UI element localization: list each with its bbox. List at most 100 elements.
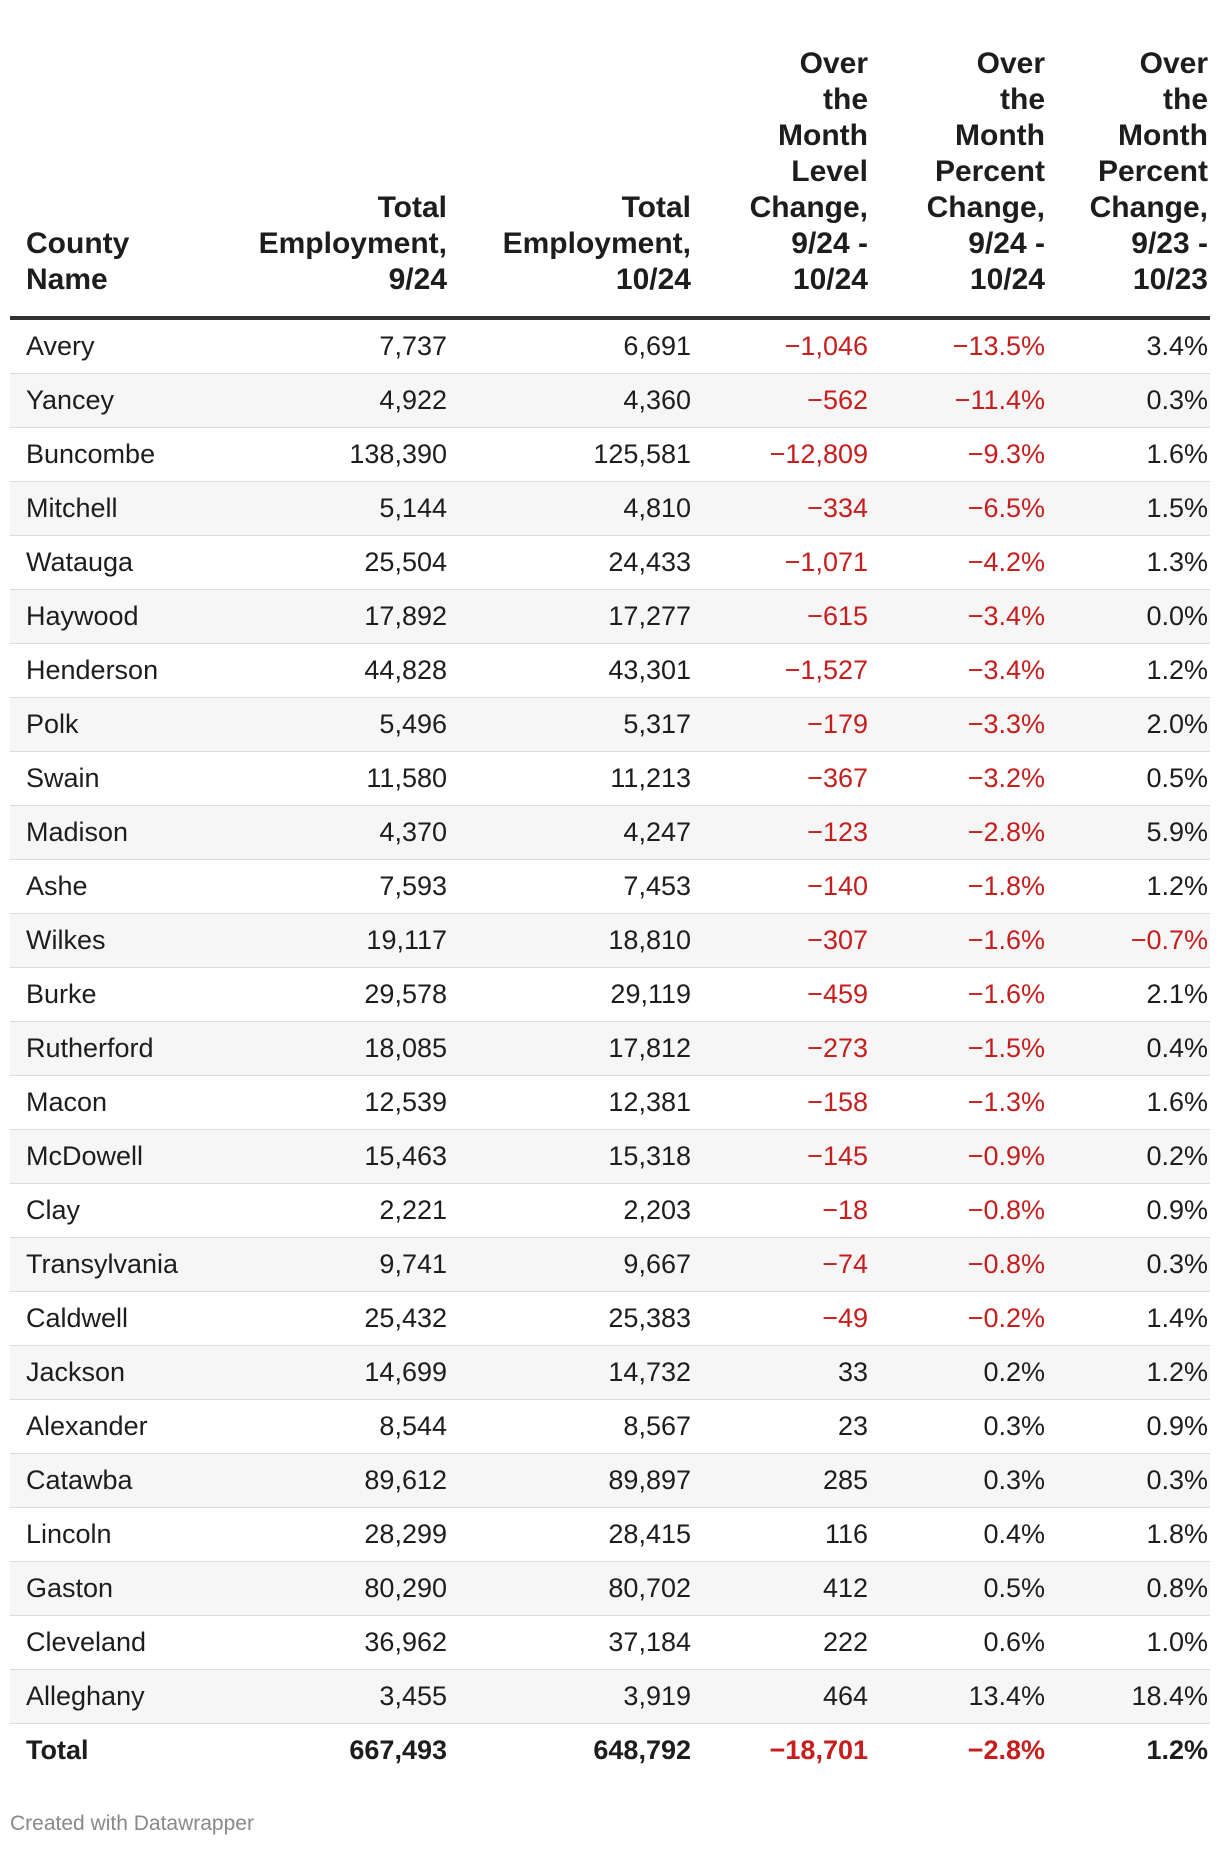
cell-percent-change-month: 0.3% xyxy=(870,1453,1047,1508)
column-header-percent-change-year[interactable]: Over the Month Percent Change, 9/23 -10/23 xyxy=(1047,30,1210,320)
cell-percent-change-month: −1.6% xyxy=(870,967,1047,1022)
table-row: Lincoln 28,299 28,415 116 0.4% 1.8% xyxy=(10,1507,1210,1562)
cell-county-name: Gaston xyxy=(10,1561,216,1616)
column-header-line: Employment, xyxy=(258,227,447,260)
total-cell-county-name: Total xyxy=(10,1723,216,1777)
cell-level-change: −615 xyxy=(693,589,870,644)
cell-level-change: −49 xyxy=(693,1291,870,1346)
column-header-line: 9/23 - xyxy=(1131,227,1208,260)
column-header-line: Total xyxy=(377,191,447,224)
cell-total-employment-sep: 44,828 xyxy=(216,643,449,698)
cell-total-employment-sep: 18,085 xyxy=(216,1021,449,1076)
cell-county-name: Buncombe xyxy=(10,427,216,482)
cell-county-name: Alleghany xyxy=(10,1669,216,1724)
cell-total-employment-oct: 7,453 xyxy=(449,859,693,914)
cell-percent-change-year: 1.6% xyxy=(1047,1075,1210,1130)
table-row: McDowell 15,463 15,318 −145 −0.9% 0.2% xyxy=(10,1129,1210,1184)
cell-total-employment-sep: 28,299 xyxy=(216,1507,449,1562)
cell-percent-change-month: −0.8% xyxy=(870,1183,1047,1238)
cell-total-employment-oct: 15,318 xyxy=(449,1129,693,1184)
cell-percent-change-month: −1.6% xyxy=(870,913,1047,968)
cell-level-change: 23 xyxy=(693,1399,870,1454)
total-cell-percent-change-year: 1.2% xyxy=(1047,1723,1210,1777)
cell-percent-change-month: −0.2% xyxy=(870,1291,1047,1346)
cell-percent-change-year: 3.4% xyxy=(1047,318,1210,374)
cell-percent-change-month: −3.2% xyxy=(870,751,1047,806)
cell-level-change: −367 xyxy=(693,751,870,806)
column-header-line: County xyxy=(26,227,130,260)
cell-level-change: 464 xyxy=(693,1669,870,1724)
cell-total-employment-sep: 2,221 xyxy=(216,1183,449,1238)
cell-total-employment-oct: 24,433 xyxy=(449,535,693,590)
cell-percent-change-year: 2.1% xyxy=(1047,967,1210,1022)
cell-total-employment-oct: 9,667 xyxy=(449,1237,693,1292)
column-header-level-change[interactable]: Over the Month Level Change, 9/24 -10/24 xyxy=(693,30,870,320)
cell-percent-change-year: 1.0% xyxy=(1047,1615,1210,1670)
cell-county-name: Swain xyxy=(10,751,216,806)
cell-percent-change-year: 0.3% xyxy=(1047,1237,1210,1292)
table-row: Swain 11,580 11,213 −367 −3.2% 0.5% xyxy=(10,751,1210,806)
table-row: Rutherford 18,085 17,812 −273 −1.5% 0.4% xyxy=(10,1021,1210,1076)
cell-county-name: Mitchell xyxy=(10,481,216,536)
table-row: Clay 2,221 2,203 −18 −0.8% 0.9% xyxy=(10,1183,1210,1238)
table-row: Ashe 7,593 7,453 −140 −1.8% 1.2% xyxy=(10,859,1210,914)
cell-county-name: Watauga xyxy=(10,535,216,590)
cell-percent-change-month: 0.3% xyxy=(870,1399,1047,1454)
cell-percent-change-month: −9.3% xyxy=(870,427,1047,482)
cell-percent-change-month: −4.2% xyxy=(870,535,1047,590)
cell-total-employment-oct: 4,810 xyxy=(449,481,693,536)
cell-level-change: 412 xyxy=(693,1561,870,1616)
cell-percent-change-year: 0.9% xyxy=(1047,1183,1210,1238)
column-header-total-employment-oct[interactable]: Total Employment, 10/24 xyxy=(449,30,693,320)
column-header-line: the xyxy=(823,83,868,116)
cell-county-name: Henderson xyxy=(10,643,216,698)
cell-total-employment-oct: 14,732 xyxy=(449,1345,693,1400)
datawrapper-credit[interactable]: Created with Datawrapper xyxy=(10,1812,254,1835)
column-header-county-name[interactable]: County Name xyxy=(10,30,216,320)
cell-percent-change-year: 1.2% xyxy=(1047,859,1210,914)
cell-percent-change-month: 0.6% xyxy=(870,1615,1047,1670)
column-header-line: Over xyxy=(976,47,1045,80)
column-header-line: the xyxy=(1163,83,1208,116)
column-header-total-employment-sep[interactable]: Total Employment, 9/24 xyxy=(216,30,449,320)
column-header-line: 10/24 xyxy=(615,263,691,296)
cell-county-name: Caldwell xyxy=(10,1291,216,1346)
cell-county-name: Madison xyxy=(10,805,216,860)
total-cell-total-employment-oct: 648,792 xyxy=(449,1723,693,1777)
cell-percent-change-month: −3.4% xyxy=(870,643,1047,698)
cell-total-employment-sep: 15,463 xyxy=(216,1129,449,1184)
cell-percent-change-year: 0.4% xyxy=(1047,1021,1210,1076)
cell-percent-change-month: −0.8% xyxy=(870,1237,1047,1292)
cell-total-employment-oct: 25,383 xyxy=(449,1291,693,1346)
cell-percent-change-year: 0.0% xyxy=(1047,589,1210,644)
table-row: Madison 4,370 4,247 −123 −2.8% 5.9% xyxy=(10,805,1210,860)
total-row: Total 667,493 648,792 −18,701 −2.8% 1.2% xyxy=(10,1723,1210,1777)
cell-total-employment-oct: 4,247 xyxy=(449,805,693,860)
column-header-line: Percent xyxy=(934,155,1045,188)
cell-percent-change-month: −3.3% xyxy=(870,697,1047,752)
cell-total-employment-oct: 37,184 xyxy=(449,1615,693,1670)
cell-county-name: Polk xyxy=(10,697,216,752)
table-row: Buncombe 138,390 125,581 −12,809 −9.3% 1.6% xyxy=(10,427,1210,482)
total-cell-percent-change-month: −2.8% xyxy=(870,1723,1047,1777)
cell-percent-change-month: −1.8% xyxy=(870,859,1047,914)
cell-total-employment-sep: 14,699 xyxy=(216,1345,449,1400)
cell-level-change: −562 xyxy=(693,373,870,428)
column-header-percent-change-month[interactable]: Over the Month Percent Change, 9/24 -10/24 xyxy=(870,30,1047,320)
cell-total-employment-sep: 7,737 xyxy=(216,318,449,374)
table-row: Yancey 4,922 4,360 −562 −11.4% 0.3% xyxy=(10,373,1210,428)
cell-total-employment-oct: 17,812 xyxy=(449,1021,693,1076)
cell-total-employment-sep: 7,593 xyxy=(216,859,449,914)
cell-total-employment-oct: 89,897 xyxy=(449,1453,693,1508)
cell-percent-change-year: 18.4% xyxy=(1047,1669,1210,1724)
cell-county-name: Yancey xyxy=(10,373,216,428)
cell-county-name: Lincoln xyxy=(10,1507,216,1562)
cell-total-employment-oct: 3,919 xyxy=(449,1669,693,1724)
table-row: Wilkes 19,117 18,810 −307 −1.6% −0.7% xyxy=(10,913,1210,968)
table-row: Polk 5,496 5,317 −179 −3.3% 2.0% xyxy=(10,697,1210,752)
header-row: County Name Total Employment, 9/24 Total Emplo… xyxy=(10,30,1210,320)
cell-percent-change-year: 0.3% xyxy=(1047,373,1210,428)
cell-total-employment-sep: 89,612 xyxy=(216,1453,449,1508)
cell-percent-change-month: 13.4% xyxy=(870,1669,1047,1724)
cell-level-change: 33 xyxy=(693,1345,870,1400)
